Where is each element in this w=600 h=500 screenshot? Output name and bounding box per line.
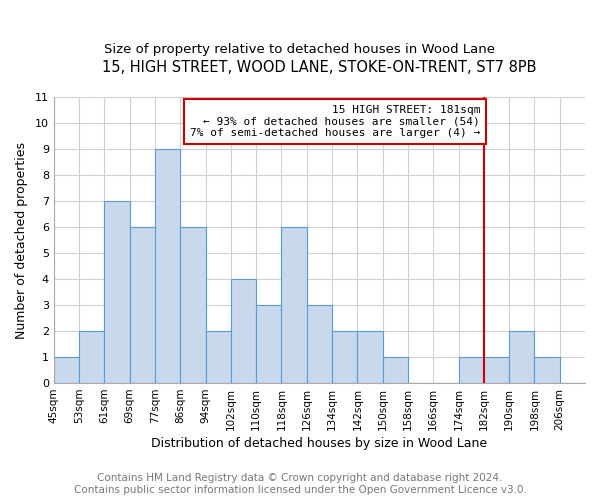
Bar xyxy=(79,331,104,383)
Bar xyxy=(383,357,408,383)
Bar xyxy=(130,227,155,383)
Bar xyxy=(509,331,535,383)
Bar xyxy=(155,149,180,383)
Text: Contains HM Land Registry data © Crown copyright and database right 2024.
Contai: Contains HM Land Registry data © Crown c… xyxy=(74,474,526,495)
Y-axis label: Number of detached properties: Number of detached properties xyxy=(15,142,28,338)
Bar xyxy=(332,331,358,383)
Bar xyxy=(206,331,231,383)
Bar xyxy=(256,305,281,383)
Bar xyxy=(180,227,206,383)
Bar xyxy=(358,331,383,383)
Text: 15 HIGH STREET: 181sqm
← 93% of detached houses are smaller (54)
7% of semi-deta: 15 HIGH STREET: 181sqm ← 93% of detached… xyxy=(190,105,480,138)
Bar xyxy=(484,357,509,383)
Text: Size of property relative to detached houses in Wood Lane: Size of property relative to detached ho… xyxy=(104,42,496,56)
Bar xyxy=(535,357,560,383)
Bar xyxy=(281,227,307,383)
Bar xyxy=(104,201,130,383)
X-axis label: Distribution of detached houses by size in Wood Lane: Distribution of detached houses by size … xyxy=(151,437,487,450)
Bar xyxy=(231,279,256,383)
Bar xyxy=(54,357,79,383)
Bar xyxy=(458,357,484,383)
Bar xyxy=(307,305,332,383)
Title: 15, HIGH STREET, WOOD LANE, STOKE-ON-TRENT, ST7 8PB: 15, HIGH STREET, WOOD LANE, STOKE-ON-TRE… xyxy=(102,60,536,75)
